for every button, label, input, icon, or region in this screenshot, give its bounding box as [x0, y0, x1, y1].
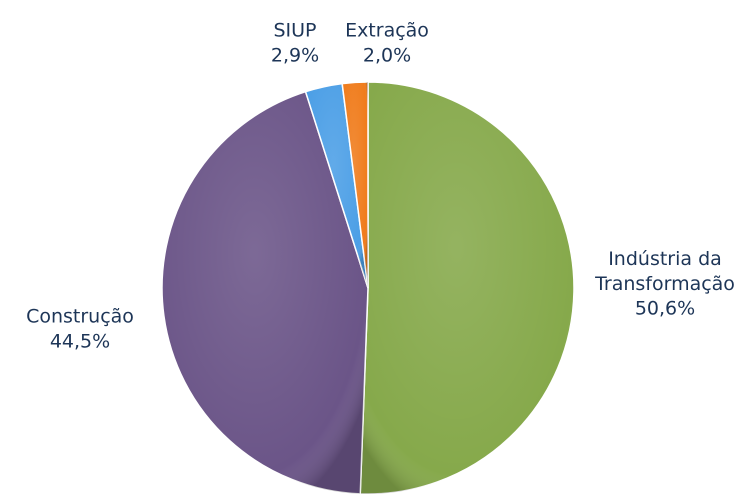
- slice-value: 44,5%: [49, 330, 111, 352]
- slice-name: Construção: [26, 305, 134, 328]
- slice-value: 2,9%: [270, 44, 320, 66]
- slice-value: 50,6%: [634, 297, 696, 320]
- slice-name: SIUP: [273, 19, 317, 42]
- slice-name: Extração: [345, 19, 429, 42]
- slice-name: Indústria da Transformação: [595, 248, 735, 295]
- pie-slice: [359, 81, 575, 495]
- slice-value: 2,0%: [362, 44, 412, 66]
